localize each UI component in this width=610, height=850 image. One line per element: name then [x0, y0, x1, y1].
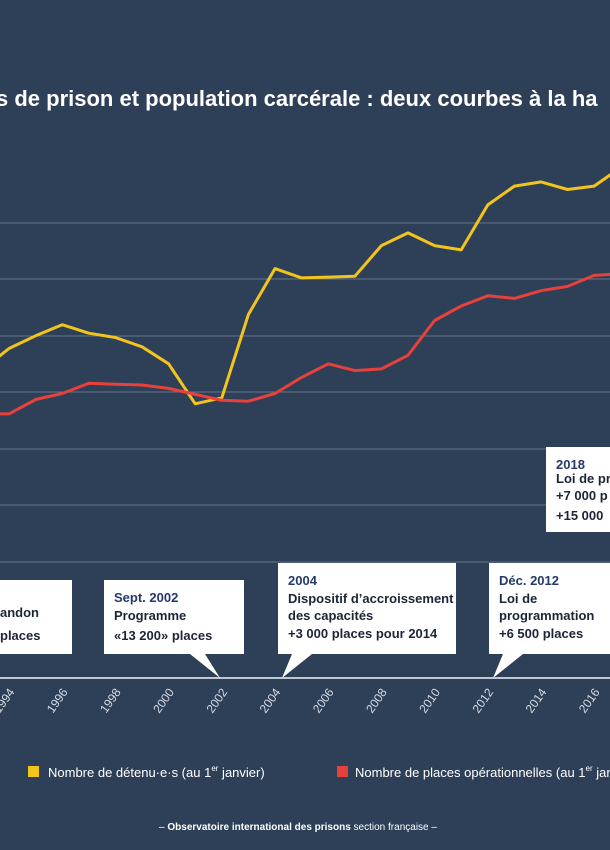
annotation-line: programmation [499, 608, 594, 623]
x-tick-label: 2016 [576, 685, 603, 715]
legend-label-detenus: Nombre de détenu·e·s (au 1er janvier) [48, 764, 265, 780]
x-tick-label: 1998 [97, 685, 124, 715]
footer-credit: – Observatoire international des prisons… [159, 822, 437, 833]
annotation-line: «13 200» places [114, 628, 212, 643]
x-tick-label: 2012 [469, 685, 496, 715]
chart-title: s de prison et population carcérale : de… [0, 86, 598, 111]
x-tick-label: 2002 [203, 685, 230, 715]
annotation-date: 2018 [556, 457, 585, 472]
series-line-detenus [0, 173, 610, 406]
annotation-line: des capacités [288, 608, 373, 623]
series-lines [0, 173, 610, 416]
x-tick-label: 1996 [44, 685, 71, 715]
annotation-date: Déc. 2012 [499, 573, 559, 588]
annotation-line: Loi de pro [556, 471, 610, 486]
annotation-box: Sept. 2002 Programme «13 200» places [104, 580, 244, 678]
annotation-box: Déc. 2012 Loi de programmation +6 500 place… [489, 563, 610, 678]
grid [0, 222, 610, 563]
legend-swatch-places [337, 766, 348, 777]
x-tick-label: 2008 [363, 685, 390, 715]
annotation-box: 2004 Dispositif d’accroissement des capaci… [278, 563, 456, 678]
x-tick-label: 1994 [0, 685, 18, 715]
x-tick-label: 2004 [257, 685, 284, 715]
annotation-line: +3 000 places pour 2014 [288, 626, 438, 641]
legend-label-places: Nombre de places opérationnelles (au 1er… [355, 764, 610, 780]
x-tick-label: 2000 [150, 685, 177, 715]
annotation-line: Dispositif d’accroissement [288, 591, 454, 606]
x-tick-label: 2006 [310, 685, 337, 715]
annotation-line: +7 000 p [556, 488, 608, 503]
legend: Nombre de détenu·e·s (au 1er janvier) No… [28, 764, 610, 780]
legend-swatch-detenus [28, 766, 39, 777]
series-line-places [0, 272, 610, 416]
annotation-line: +15 000 [556, 508, 603, 523]
annotation-line: Loi de [499, 591, 537, 606]
annotation-date: Sept. 2002 [114, 590, 178, 605]
annotation-line: andon [0, 605, 39, 620]
x-tick-labels: 1994 1996 1998 2000 2002 2004 2006 2008 2010 2012… [0, 685, 603, 715]
annotation-line: Programme [114, 608, 186, 623]
annotation-boxes: andon places Sept. 2002 Programme «13 200» p… [0, 447, 610, 678]
annotation-date: 2004 [288, 573, 318, 588]
x-tick-label: 2014 [523, 685, 550, 715]
annotation-box: andon places [0, 580, 72, 654]
annotation-line: places [0, 628, 40, 643]
annotation-line: +6 500 places [499, 626, 583, 641]
x-tick-label: 2010 [416, 685, 443, 715]
